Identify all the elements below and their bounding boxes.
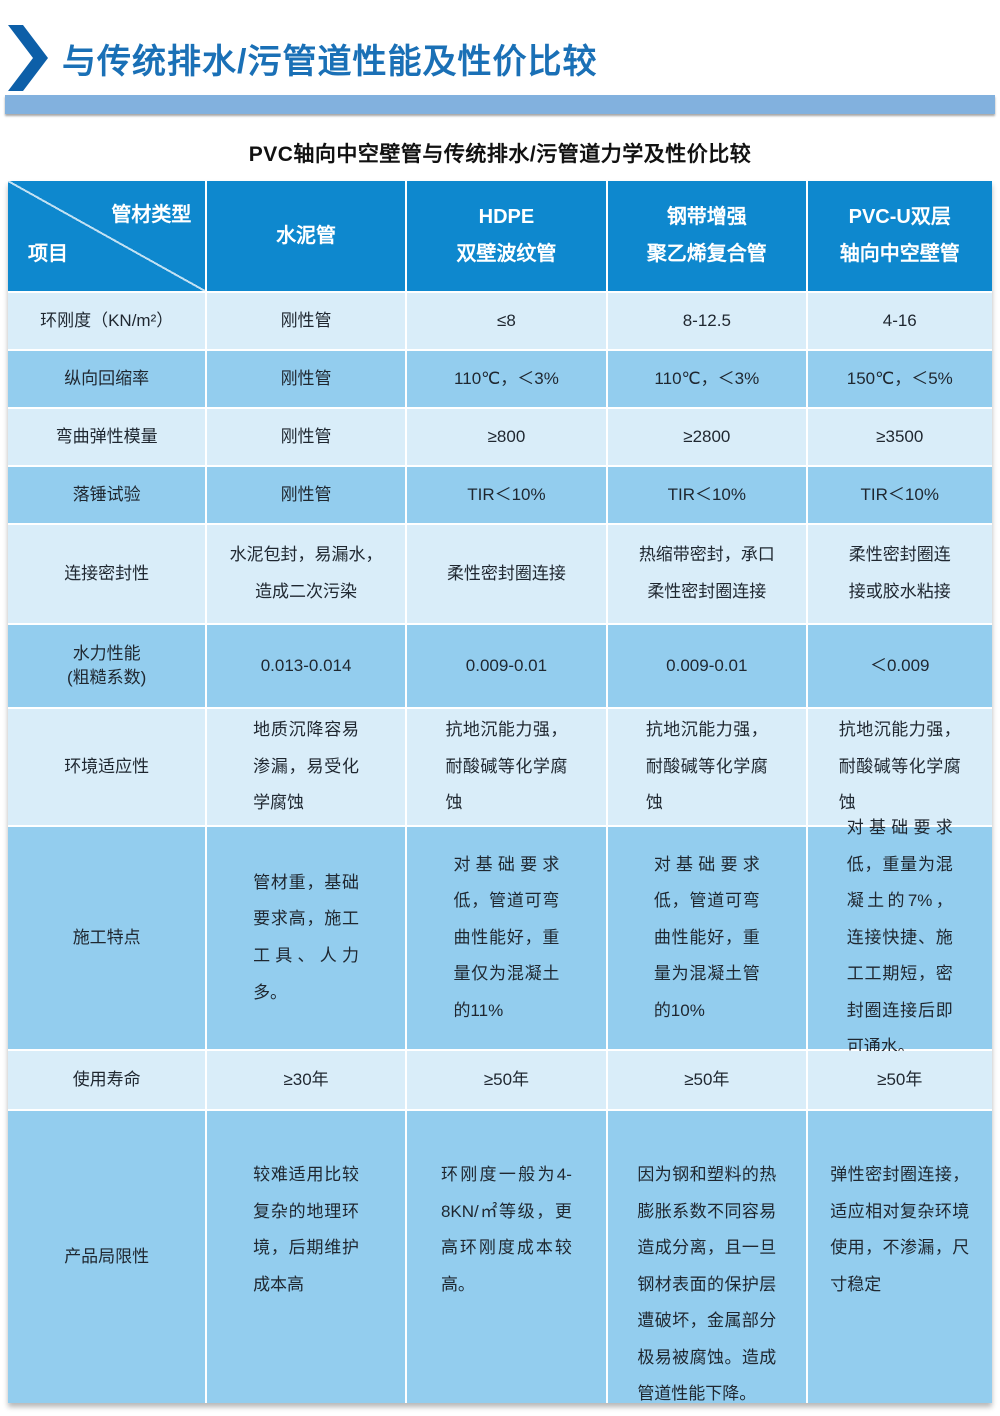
comparison-table: 管材类型 项目 水泥管 HDPE 双壁波纹管 钢带增强 聚乙烯复合管 PVC-U… [8,181,992,1403]
table-cell: ≥800 [406,409,607,465]
table-cell: 0.009-0.01 [608,625,806,707]
column-header-hdpe: HDPE 双壁波纹管 [406,181,607,291]
table-cell: 0.013-0.014 [207,625,405,707]
row-label: 连接密封性 [8,525,206,623]
table-cell: 因为钢和塑料的热膨胀系数不同容易造成分离，且一旦钢材表面的保护层遭破坏，金属部分… [608,1111,806,1403]
table-cell: 对基础要求低，管道可弯曲性能好，重量仅为混凝土的11% [406,827,607,1049]
table-cell: 0.009-0.01 [406,625,607,707]
row-label: 水力性能 (粗糙系数) [8,625,206,707]
table-cell: ≥50年 [406,1051,607,1109]
table-cell: ≤8 [406,293,607,349]
table-cell: 抗地沉能力强，耐酸碱等化学腐蚀 [608,709,806,825]
row-label: 施工特点 [8,827,206,1049]
row-label: 环刚度（KN/m²） [8,293,206,349]
table-cell: ≥50年 [608,1051,806,1109]
table-cell: 柔性密封圈连接或胶水粘接 [807,525,992,623]
table-cell: ≥2800 [608,409,806,465]
table-cell: ≥3500 [807,409,992,465]
table-cell: 抗地沉能力强，耐酸碱等化学腐蚀 [406,709,607,825]
column-header-steel-reinforced: 钢带增强 聚乙烯复合管 [608,181,806,291]
table-cell: 150℃，＜5% [807,351,992,407]
row-label: 落锤试验 [8,467,206,523]
table-cell: TIR＜10% [406,467,607,523]
table-cell: 4-16 [807,293,992,349]
table-cell: 110℃，＜3% [608,351,806,407]
table-cell: ≥30年 [207,1051,405,1109]
table-cell: 热缩带密封，承口柔性密封圈连接 [608,525,806,623]
table-cell: 弹性密封圈连接，适应相对复杂环境使用，不渗漏，尺寸稳定 [807,1111,992,1403]
table-cell: 抗地沉能力强，耐酸碱等化学腐蚀 [807,709,992,825]
table-cell: 管材重，基础要求高，施工工具、人力多。 [207,827,405,1049]
row-label: 弯曲弹性模量 [8,409,206,465]
table-cell: TIR＜10% [807,467,992,523]
chevron-right-icon [8,25,48,91]
table-cell: 刚性管 [207,409,405,465]
corner-label-pipe-type: 管材类型 [111,204,192,226]
corner-header-cell: 管材类型 项目 [8,181,206,291]
row-label: 使用寿命 [8,1051,206,1109]
table-cell: 刚性管 [207,293,405,349]
accent-bar [5,95,995,114]
page-title: 与传统排水/污管道性能及性价比较 [62,42,598,81]
table-cell: 刚性管 [207,351,405,407]
table-cell: ≥50年 [807,1051,992,1109]
page-header: 与传统排水/污管道性能及性价比较 [8,25,1000,91]
row-label: 环境适应性 [8,709,206,825]
table-cell: 对基础要求低，重量为混凝土的7%，连接快捷、施工工期短，密封圈连接后即可通水。 [807,818,992,1056]
row-label: 纵向回缩率 [8,351,206,407]
row-label: 产品局限性 [8,1111,206,1403]
table-cell: 环刚度一般为4-8KN/㎡等级，更高环刚度成本较高。 [406,1111,607,1403]
table-title: PVC轴向中空壁管与传统排水/污管道力学及性价比较 [248,143,752,166]
table-cell: 较难适用比较复杂的地理环境，后期维护成本高 [207,1111,405,1403]
table-cell: TIR＜10% [608,467,806,523]
table-cell: 110℃，＜3% [406,351,607,407]
table-cell: 对基础要求低，管道可弯曲性能好，重量为混凝土管的10% [608,827,806,1049]
table-cell: 8-12.5 [608,293,806,349]
column-header-cement-pipe: 水泥管 [207,181,405,291]
column-header-pvcu: PVC-U双层 轴向中空壁管 [807,181,992,291]
table-cell: 刚性管 [207,467,405,523]
corner-label-item: 项目 [28,243,68,265]
table-cell: 柔性密封圈连接 [406,525,607,623]
table-cell: ＜0.009 [807,625,992,707]
table-cell: 水泥包封，易漏水，造成二次污染 [207,525,405,623]
table-cell: 地质沉降容易渗漏，易受化学腐蚀 [207,709,405,825]
